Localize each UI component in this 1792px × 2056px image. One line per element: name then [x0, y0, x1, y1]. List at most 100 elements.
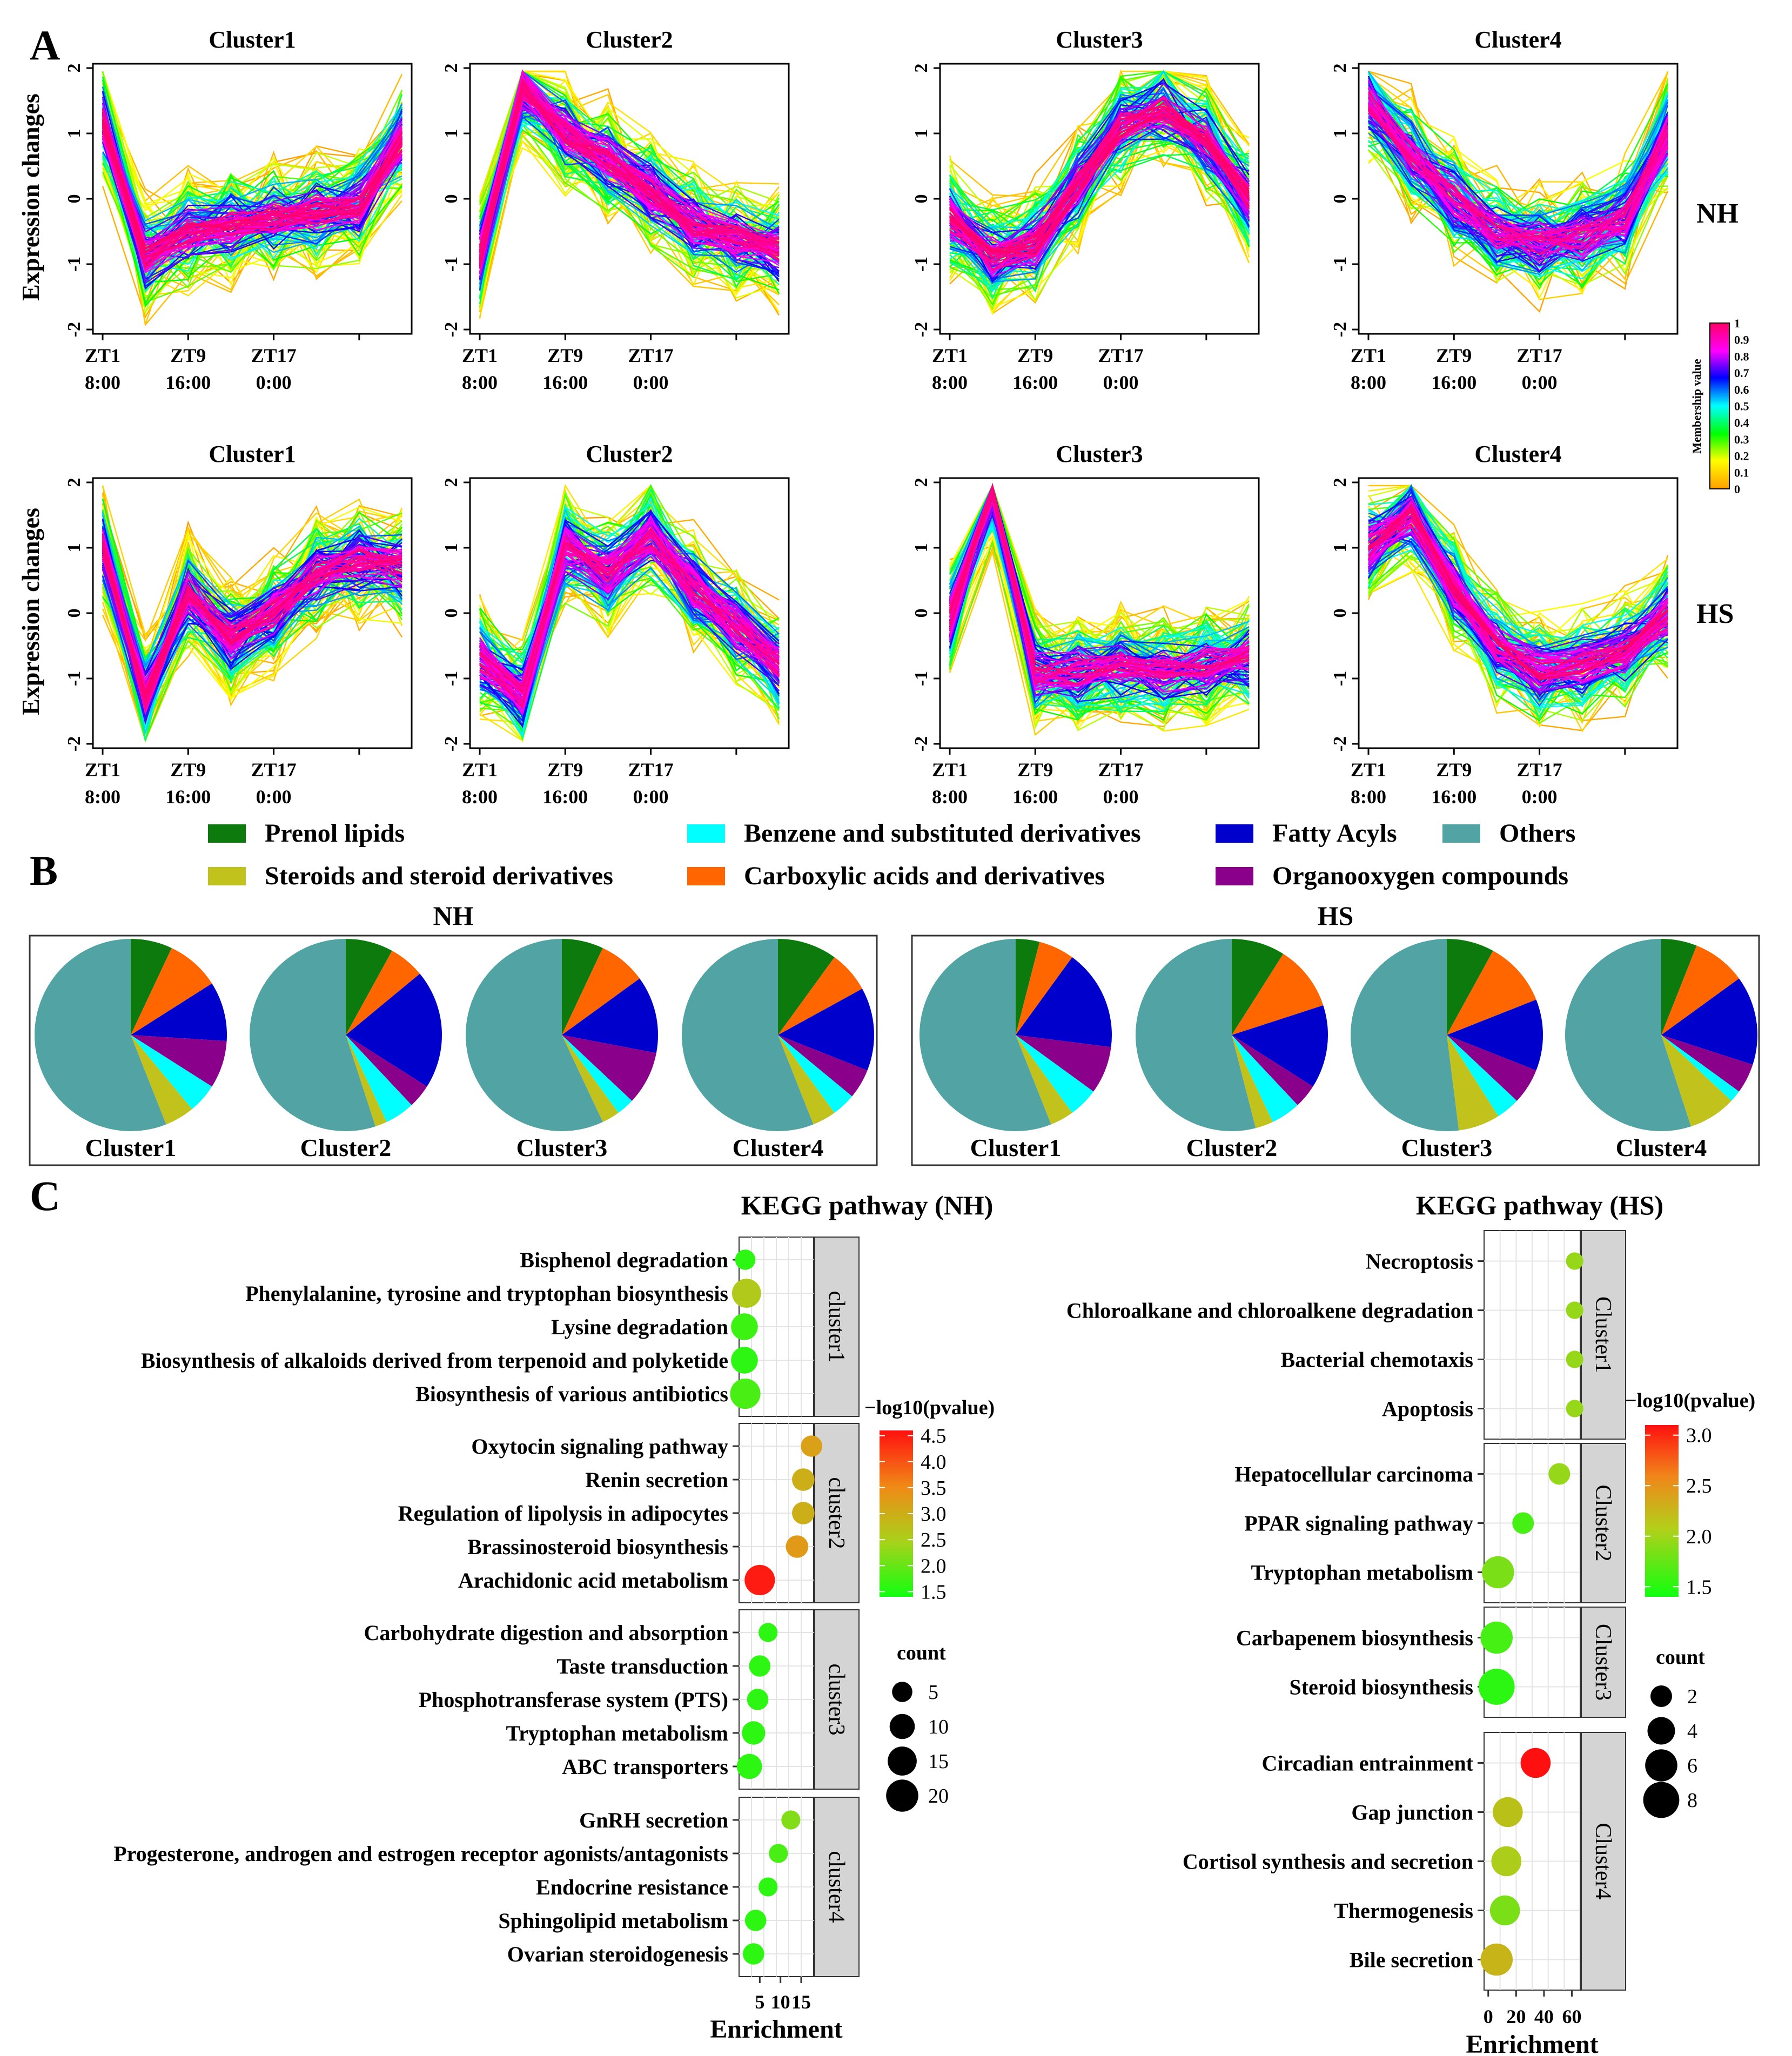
x-tick-time-label: 16:00	[1431, 786, 1476, 808]
enrichment-dot	[792, 1502, 815, 1524]
pie-slice	[1447, 999, 1543, 1071]
pathway-label: Carbohydrate digestion and absorption	[364, 1621, 728, 1645]
size-legend-dot	[888, 1746, 917, 1776]
x-tick-time-label: 0:00	[256, 786, 292, 808]
legend-item: Organooxygen compounds	[1216, 862, 1568, 890]
pie-slice	[1232, 953, 1324, 1035]
membership-line	[949, 495, 1250, 676]
legend-item: Steroids and steroid derivatives	[208, 862, 613, 890]
facet-strip-label: cluster3	[824, 1664, 849, 1736]
pie-label: Cluster2	[1186, 1134, 1278, 1161]
membership-line	[1368, 526, 1668, 677]
color-legend-bar	[880, 1430, 913, 1597]
x-tick-label: ZT17	[1098, 759, 1144, 781]
pie-slice	[1447, 1035, 1517, 1117]
y-tick-label: 2	[64, 64, 84, 73]
y-tick-label: 0	[64, 609, 84, 618]
size-legend-label: 10	[928, 1716, 949, 1738]
x-tick-label: 5	[755, 1991, 764, 2013]
size-legend-label: 6	[1687, 1755, 1697, 1777]
legend-label: Benzene and substituted derivatives	[744, 819, 1141, 848]
membership-line	[102, 541, 402, 676]
pie-slice	[1016, 1035, 1072, 1125]
y-tick-label: 0	[441, 194, 461, 204]
y-tick-label: 1	[911, 129, 931, 138]
pie-label: Cluster2	[300, 1134, 392, 1161]
pie-slice	[778, 1035, 853, 1113]
pie-slice	[1232, 939, 1284, 1035]
membership-colorbar: Membership value 1 0.9 0.8 0.7 0.6 0.5 0.4 0.3 0…	[1690, 317, 1749, 496]
pathway-label: Bisphenol degradation	[520, 1248, 728, 1272]
pathway-label: Progesterone, androgen and estrogen rece…	[113, 1842, 728, 1866]
cluster-title: Cluster3	[1056, 26, 1143, 53]
membership-line	[1368, 111, 1668, 248]
y-tick-label: 0	[441, 609, 461, 618]
pie-slice	[1661, 978, 1758, 1065]
enrichment-dot	[736, 1753, 762, 1779]
legend-label: Organooxygen compounds	[1272, 862, 1568, 890]
membership-line	[479, 89, 780, 268]
color-legend-label: 2.0	[921, 1555, 947, 1577]
size-legend-dot	[889, 1714, 915, 1739]
pie-slice	[1447, 951, 1536, 1035]
y-tick-label: 1	[1330, 543, 1350, 553]
x-tick-time-label: 0:00	[633, 372, 669, 393]
pie-slice	[1661, 1035, 1753, 1092]
legend-label: Others	[1499, 819, 1575, 848]
membership-line	[479, 95, 780, 266]
enrichment-dot	[1566, 1301, 1583, 1319]
x-tick-label: ZT17	[1098, 345, 1144, 366]
facet-strip	[1581, 1443, 1626, 1603]
pathway-label: Tryptophan metabolism	[1251, 1561, 1473, 1585]
pie-slice	[1016, 942, 1072, 1035]
y-tick-label: -1	[911, 671, 931, 686]
y-tick-label: -2	[911, 736, 931, 751]
enrichment-dot	[769, 1844, 788, 1863]
pie-slice	[1232, 1035, 1298, 1123]
facet-strip-label: cluster2	[824, 1477, 849, 1549]
size-legend-label: 15	[928, 1750, 949, 1773]
enrichment-dot	[731, 1313, 758, 1340]
y-tick-label: 0	[1330, 609, 1350, 618]
panel-label-c: C	[30, 1172, 60, 1219]
pie-slice	[1447, 939, 1493, 1035]
legend-swatch	[687, 867, 725, 885]
enrichment-dot	[747, 1689, 769, 1710]
membership-lines	[479, 483, 780, 743]
legend-swatch	[1442, 824, 1480, 843]
kegg-facet: cluster2 Oxytocin signaling pathway Renin …	[398, 1423, 860, 1603]
y-tick-label: 2	[911, 478, 931, 487]
y-tick-label: -1	[441, 671, 461, 686]
pie-slice	[250, 939, 376, 1131]
facet-strip	[1581, 1230, 1626, 1440]
pie-slice	[346, 973, 442, 1087]
enrichment-dot	[744, 1910, 767, 1931]
x-tick-label: ZT9	[1436, 759, 1472, 781]
size-legend-dot	[1643, 1782, 1680, 1818]
membership-line	[1367, 88, 1669, 256]
pie-group: HS Cluster1 Cluster2 Cluster3 Cluster4	[911, 901, 1760, 1166]
y-axis-label-nh: Expression changes	[17, 93, 44, 301]
x-tick-time-label: 16:00	[542, 372, 588, 393]
cluster-title: Cluster3	[1056, 441, 1143, 467]
membership-line	[102, 103, 402, 247]
y-tick-label: 2	[64, 478, 84, 487]
membership-line	[1368, 110, 1669, 232]
pathway-label: Ovarian steroidogenesis	[507, 1942, 728, 1966]
enrichment-dot	[1512, 1512, 1534, 1534]
panel-c-kegg-dotplots: KEGG pathway (NH) cluster1 Bisphenol degra…	[113, 1190, 1755, 2056]
y-tick-label: -2	[64, 322, 84, 337]
enrichment-dot	[1566, 1400, 1583, 1417]
enrichment-dot	[759, 1623, 778, 1642]
membership-line	[102, 120, 403, 250]
pie-slice	[346, 951, 420, 1035]
y-tick-label: -2	[1330, 736, 1350, 751]
cluster-title: Cluster2	[586, 26, 673, 53]
enrichment-dot	[801, 1435, 822, 1457]
membership-colorbar-title: Membership value	[1690, 359, 1703, 454]
pie-slice	[562, 1035, 619, 1123]
